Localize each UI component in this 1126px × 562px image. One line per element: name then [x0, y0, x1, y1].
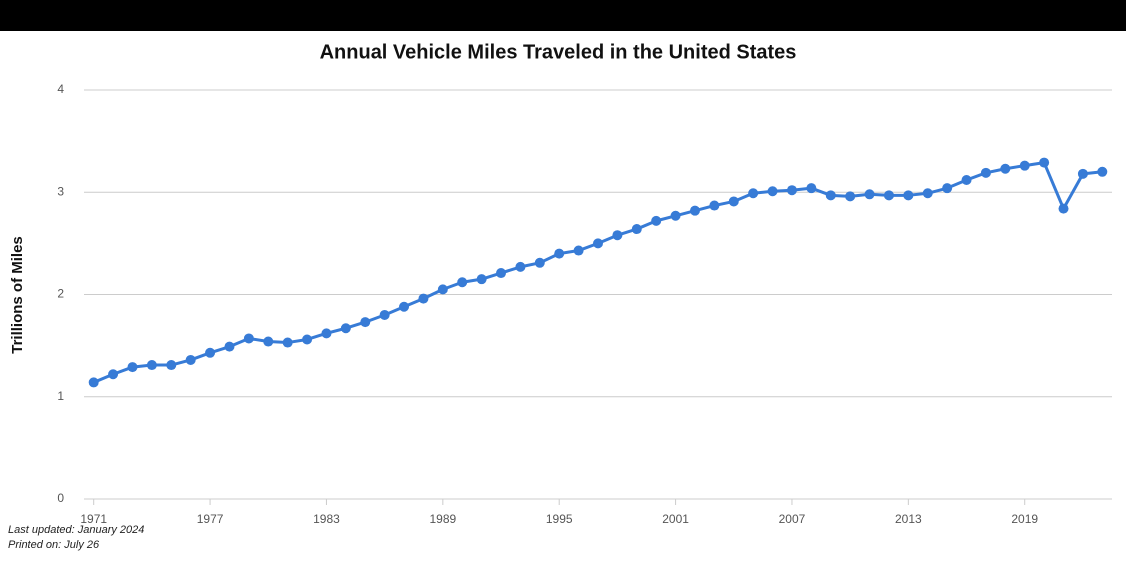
- data-point: [1039, 157, 1050, 168]
- data-point: [806, 183, 817, 194]
- data-point: [1077, 168, 1088, 179]
- data-point: [593, 238, 603, 249]
- data-point: [340, 323, 351, 334]
- data-point: [728, 196, 739, 207]
- data-point: [282, 337, 293, 348]
- x-tick-label: 2019: [1011, 512, 1038, 526]
- data-point: [88, 377, 99, 388]
- data-point: [689, 205, 700, 216]
- data-point: [864, 189, 875, 200]
- data-point: [767, 186, 778, 197]
- data-point: [185, 354, 196, 365]
- y-axis-label: Trillions of Miles: [9, 236, 26, 354]
- x-tick-label: 1971: [80, 512, 107, 526]
- data-point: [845, 191, 856, 202]
- data-point: [205, 347, 216, 358]
- data-point: [534, 257, 545, 268]
- data-point: [903, 190, 914, 201]
- data-point: [476, 274, 487, 285]
- x-tick-label: 1989: [429, 512, 456, 526]
- data-point: [961, 174, 972, 185]
- data-point: [263, 336, 274, 347]
- series-line: [93, 161, 1103, 384]
- data-point: [748, 188, 759, 199]
- data-point: [1058, 203, 1069, 214]
- data-point: [437, 284, 448, 295]
- x-tick-label: 2001: [662, 512, 689, 526]
- data-point: [457, 277, 468, 288]
- data-point: [379, 309, 390, 320]
- data-point: [1019, 160, 1030, 171]
- y-tick-label: 3: [57, 184, 64, 198]
- data-point: [883, 190, 894, 201]
- data-point: [651, 215, 662, 226]
- data-point: [127, 362, 138, 373]
- data-point: [980, 167, 991, 178]
- data-point: [554, 248, 565, 259]
- data-point: [146, 360, 157, 371]
- x-tick-label: 1995: [546, 512, 573, 526]
- chart-title: Annual Vehicle Miles Traveled in the Uni…: [320, 41, 797, 63]
- data-point: [786, 185, 797, 196]
- note: Last updated: January 2024: [8, 524, 144, 536]
- data-point: [302, 334, 313, 345]
- data-point: [360, 317, 371, 328]
- data-point: [321, 328, 332, 339]
- data-point: [496, 268, 507, 279]
- data-point: [631, 224, 642, 235]
- x-tick-label: 1977: [197, 512, 224, 526]
- data-point: [166, 360, 177, 371]
- data-point: [942, 183, 953, 194]
- data-point: [243, 333, 254, 344]
- data-point: [670, 210, 681, 221]
- y-tick-label: 1: [57, 389, 64, 403]
- data-point: [1000, 163, 1011, 174]
- data-point: [922, 188, 933, 199]
- data-point: [709, 200, 720, 211]
- data-point: [825, 190, 836, 201]
- data-point: [399, 301, 410, 312]
- data-point: [515, 261, 526, 272]
- y-tick-label: 4: [57, 82, 64, 96]
- data-point: [612, 230, 623, 241]
- data-point: [108, 369, 119, 380]
- note: Printed on: July 26: [8, 539, 100, 551]
- data-point: [573, 245, 584, 256]
- x-tick-label: 2007: [779, 512, 806, 526]
- x-tick-label: 2013: [895, 512, 922, 526]
- y-tick-label: 0: [57, 491, 64, 505]
- data-point: [418, 293, 429, 304]
- y-tick-label: 2: [57, 287, 64, 301]
- x-tick-label: 1983: [313, 512, 340, 526]
- data-point: [224, 341, 235, 352]
- data-point: [1097, 166, 1108, 177]
- top-bar: [0, 0, 1126, 31]
